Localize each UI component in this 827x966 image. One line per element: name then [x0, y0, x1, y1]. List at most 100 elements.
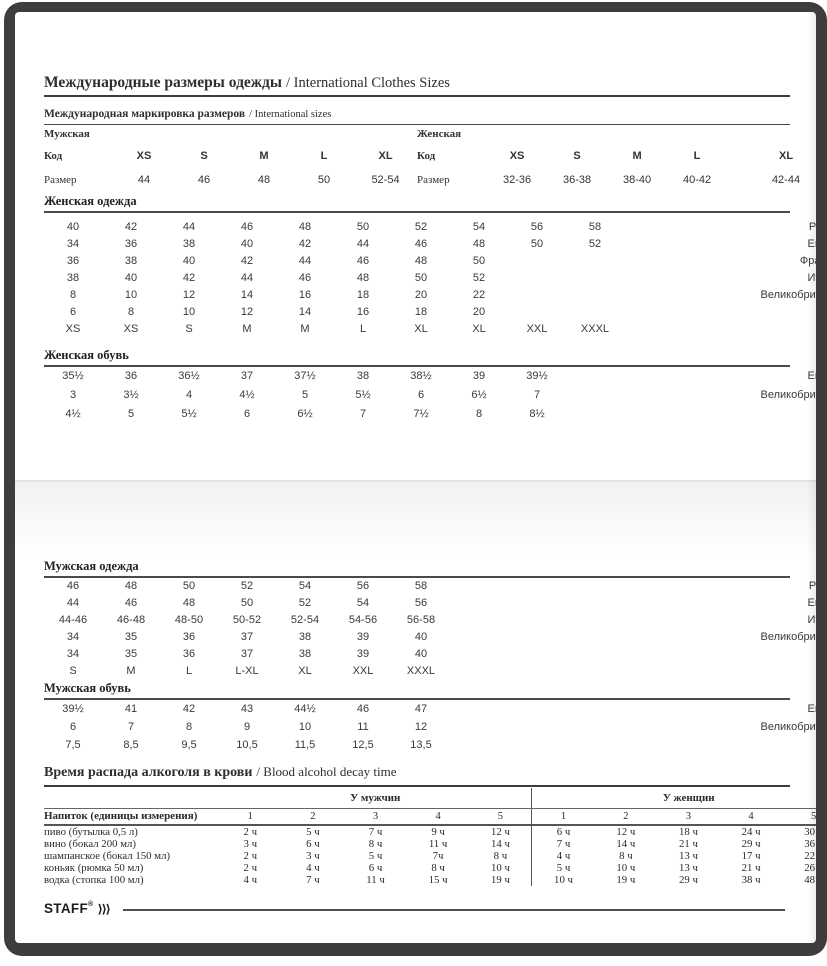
hours-cell: 48 ч	[782, 874, 816, 886]
section-heading-men-clothing: Мужская одежда	[44, 559, 790, 578]
hours-cell: 36 ч	[782, 838, 816, 850]
drink-label: водка (стопка 100 мл)	[44, 874, 144, 886]
size-cell: 7	[127, 721, 135, 733]
region-label: США	[624, 303, 816, 320]
size-cell: 52	[472, 271, 486, 284]
size-cell: 58	[588, 220, 602, 233]
marking-cell: S	[200, 149, 208, 162]
region-label: Европа	[624, 366, 817, 385]
hours-cell: 21 ч	[678, 838, 698, 850]
planner-photo-frame: Международные размеры одежды / Internati…	[4, 2, 827, 956]
unit-cell: 2	[281, 808, 345, 826]
size-cell: 43	[240, 703, 254, 715]
marking-cell: XL	[778, 149, 794, 162]
size-cell: 10	[124, 288, 138, 301]
size-cell: 36	[182, 630, 196, 643]
marking-cell: L	[320, 149, 328, 162]
marking-cell: XS	[136, 149, 152, 162]
size-cell: 5½	[181, 407, 197, 420]
size-cell: 50	[182, 579, 196, 592]
size-cell: 39	[356, 630, 370, 643]
region-label: Великобритания	[760, 721, 816, 733]
size-cell: 56	[530, 220, 544, 233]
size-cell: 41	[124, 703, 138, 715]
size-cell: 5	[127, 407, 135, 420]
size-cell	[508, 662, 566, 679]
size-cell: 6½	[471, 388, 487, 401]
marking-cell: M	[259, 149, 269, 162]
hours-cell: 3 ч	[243, 838, 258, 850]
size-cell: 8	[69, 288, 77, 301]
size-cell: 50	[240, 596, 254, 609]
drink-label: вино (бокал 200 мл)	[44, 838, 137, 850]
size-cell: 12,5	[352, 739, 374, 751]
region-label: США	[624, 645, 816, 662]
marking-code-row: Код XS S M L XL Код XS S M L XL	[44, 144, 816, 167]
size-cell: 37½	[294, 369, 316, 382]
size-cell: XXL	[352, 664, 374, 677]
size-cell: 48	[124, 579, 138, 592]
size-cell	[450, 577, 508, 594]
size-cell	[566, 366, 624, 385]
marking-women-label: Женская	[417, 128, 462, 140]
hours-cell: 18 ч	[678, 826, 698, 838]
size-row: XS XS S M M L XL XL XXL XXXL	[44, 320, 816, 337]
size-cell: 10	[182, 305, 196, 318]
size-cell: 10,5	[236, 739, 258, 751]
size-cell: 35	[124, 630, 138, 643]
hours-cell: 4 ч	[243, 874, 258, 886]
unit-cell: 1	[531, 808, 595, 826]
size-cell: 42	[124, 220, 138, 233]
size-cell	[566, 611, 624, 628]
unit-cell: 3	[657, 808, 720, 826]
marking-cell: 50	[317, 174, 331, 186]
hours-cell: 10 ч	[490, 862, 510, 874]
region-label: Италия	[624, 269, 816, 286]
size-cell: 6	[69, 721, 77, 733]
hours-cell: 12 ч	[616, 826, 636, 838]
alcohol-group-men: У мужчин	[219, 788, 532, 809]
size-cell: 16	[356, 305, 370, 318]
size-cell	[450, 611, 508, 628]
hours-cell: 5 ч	[368, 850, 383, 862]
size-cell: 40	[414, 630, 428, 643]
size-cell: 40	[124, 271, 138, 284]
size-row: 7,5 8,5 9,5 10,5 11,5 12,5 13,5 США	[44, 736, 816, 754]
region-label: Великобритания	[760, 288, 816, 301]
size-row: 34 35 36 37 38 39 40 Великобритания	[44, 628, 816, 645]
size-row: 6 7 8 9 10 11 12 Великобритания	[44, 718, 816, 736]
marking-cell: 46	[197, 174, 211, 186]
size-cell: 56-58	[406, 613, 436, 626]
brand-logo: STAFF®	[44, 901, 93, 916]
size-cell: 44	[182, 220, 196, 233]
size-cell: L-XL	[235, 664, 259, 677]
size-cell: 40	[240, 237, 254, 250]
alcohol-row: коньяк (рюмка 50 мл) 2 ч 4 ч 6 ч 8 ч 10 …	[44, 862, 816, 874]
region-label	[624, 320, 816, 337]
drink-label: пиво (бутылка 0,5 л)	[44, 826, 138, 838]
size-cell: 46	[356, 254, 370, 267]
size-cell: 44½	[294, 703, 316, 715]
size-cell: 48	[414, 254, 428, 267]
marking-cell: S	[573, 149, 581, 162]
alcohol-row: водка (стопка 100 мл) 4 ч 7 ч 11 ч 15 ч …	[44, 874, 816, 886]
size-cell: 46	[240, 220, 254, 233]
size-row: 3 3½ 4 4½ 5 5½ 6 6½ 7 Великобритания	[44, 385, 816, 404]
size-row: 44-46 46-48 48-50 50-52 52-54 54-56 56-5…	[44, 611, 816, 628]
marking-size-row: Размер 44 46 48 50 52-54 Размер 32-36 36…	[44, 167, 816, 193]
marking-cell: XL	[378, 149, 393, 162]
size-cell: 50	[356, 220, 370, 233]
hours-cell: 38 ч	[741, 874, 761, 886]
size-cell: 10	[298, 721, 312, 733]
size-cell	[508, 594, 566, 611]
size-cell: 13,5	[410, 739, 432, 751]
brand-chevrons-icon: ⟩⟩⟩	[97, 901, 110, 916]
drink-label: шампанское (бокал 150 мл)	[44, 850, 171, 862]
size-cell: 34	[66, 647, 80, 660]
size-cell: 52	[588, 237, 602, 250]
size-cell: 36	[124, 237, 138, 250]
size-cell	[508, 577, 566, 594]
size-cell: 48	[298, 220, 312, 233]
size-cell: 39½	[62, 703, 84, 715]
size-row: 6 8 10 12 14 16 18 20 США	[44, 303, 816, 320]
